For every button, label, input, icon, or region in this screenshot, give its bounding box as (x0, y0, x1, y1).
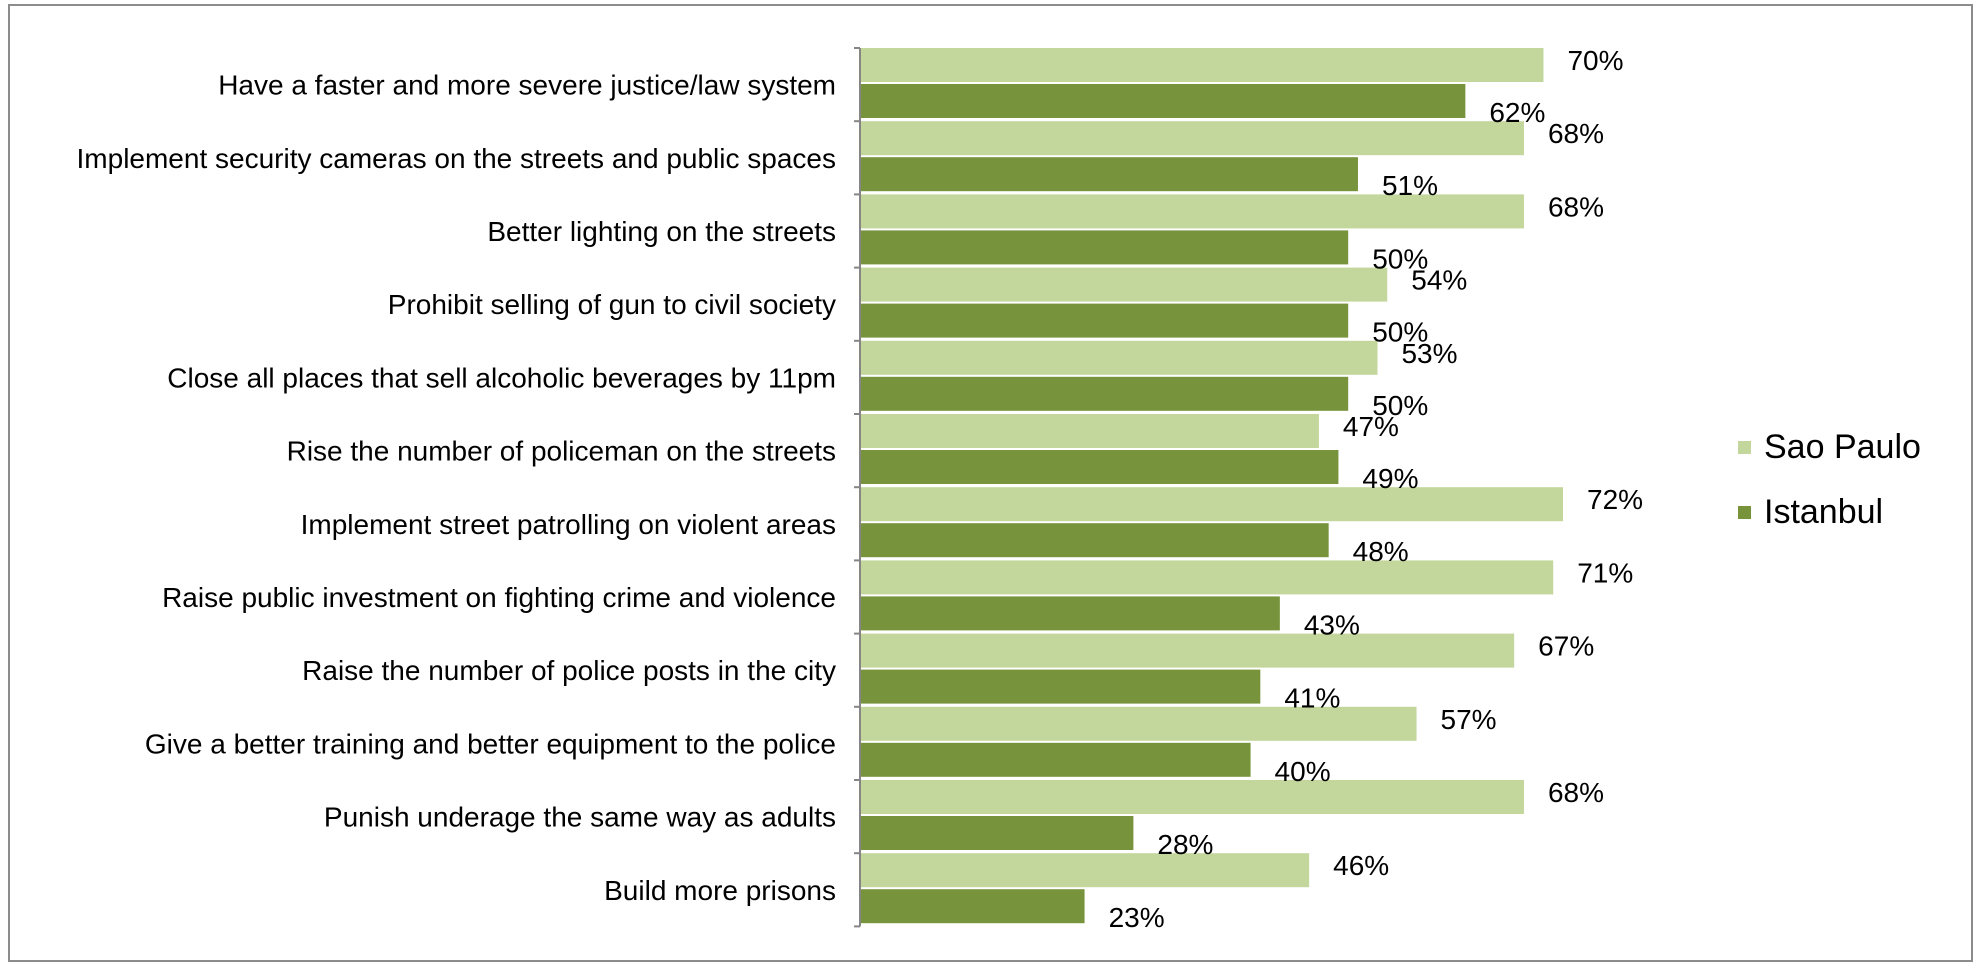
bar-sao-paulo (860, 48, 1544, 82)
data-label: 50% (1372, 390, 1428, 421)
category-label: Punish underage the same way as adults (324, 802, 836, 833)
category-label: Implement street patrolling on violent a… (301, 509, 836, 540)
bar-istanbul (860, 596, 1280, 631)
labels-layer: Have a faster and more severe justice/la… (77, 45, 1644, 933)
category-label: Give a better training and better equipm… (145, 728, 836, 759)
data-label: 49% (1362, 463, 1418, 494)
bar-istanbul (860, 450, 1339, 484)
data-label: 68% (1548, 118, 1604, 149)
data-label: 41% (1284, 683, 1340, 714)
bar-istanbul (860, 889, 1085, 924)
category-label: Have a faster and more severe justice/la… (218, 70, 836, 101)
category-label: Better lighting on the streets (487, 216, 836, 247)
category-label: Raise the number of police posts in the … (302, 655, 836, 686)
bar-sao-paulo (860, 853, 1310, 888)
bar-sao-paulo (860, 780, 1524, 814)
bar-sao-paulo (860, 340, 1378, 375)
legend-label: Istanbul (1764, 493, 1883, 531)
bars-layer (860, 48, 1563, 924)
category-axis (854, 47, 861, 928)
bar-istanbul (860, 230, 1349, 265)
data-label: 23% (1109, 902, 1165, 933)
data-label: 72% (1587, 484, 1643, 515)
data-label: 67% (1538, 631, 1594, 662)
bar-sao-paulo (860, 633, 1515, 668)
bar-sao-paulo (860, 706, 1417, 741)
data-label: 68% (1548, 777, 1604, 808)
data-label: 71% (1577, 557, 1633, 588)
category-label: Implement security cameras on the street… (77, 143, 836, 174)
legend-swatch (1738, 441, 1751, 454)
bar-sao-paulo (860, 194, 1524, 229)
bar-sao-paulo (860, 560, 1554, 595)
bar-istanbul (860, 303, 1349, 338)
data-label: 40% (1275, 756, 1331, 787)
data-label: 28% (1157, 829, 1213, 860)
category-label: Build more prisons (604, 875, 836, 906)
bar-istanbul (860, 816, 1134, 850)
data-label: 57% (1441, 704, 1497, 735)
bar-istanbul (860, 669, 1261, 704)
category-label: Raise public investment on fighting crim… (162, 582, 836, 613)
bar-sao-paulo (860, 487, 1563, 522)
bar-istanbul (860, 742, 1251, 777)
category-label: Close all places that sell alcoholic bev… (167, 362, 836, 393)
data-label: 50% (1372, 317, 1428, 348)
data-label: 48% (1353, 536, 1409, 567)
bar-istanbul (860, 376, 1349, 411)
data-label: 50% (1372, 243, 1428, 274)
category-label: Rise the number of policeman on the stre… (287, 436, 836, 467)
data-label: 51% (1382, 170, 1438, 201)
bar-istanbul (860, 84, 1466, 118)
bar-sao-paulo (860, 121, 1524, 156)
legend-label: Sao Paulo (1764, 428, 1921, 466)
data-label: 47% (1343, 411, 1399, 442)
bar-istanbul (860, 523, 1329, 558)
data-label: 43% (1304, 609, 1360, 640)
data-label: 54% (1411, 265, 1467, 296)
data-label: 70% (1567, 45, 1623, 76)
legend: Sao Paulo Istanbul (1738, 428, 1921, 531)
bar-istanbul (860, 157, 1358, 192)
data-label: 68% (1548, 191, 1604, 222)
legend-swatch (1738, 506, 1751, 519)
data-label: 53% (1401, 338, 1457, 369)
category-label: Prohibit selling of gun to civil society (388, 289, 836, 320)
bar-sao-paulo (860, 267, 1388, 302)
data-label: 62% (1489, 97, 1545, 128)
data-label: 46% (1333, 850, 1389, 881)
bar-sao-paulo (860, 414, 1319, 448)
